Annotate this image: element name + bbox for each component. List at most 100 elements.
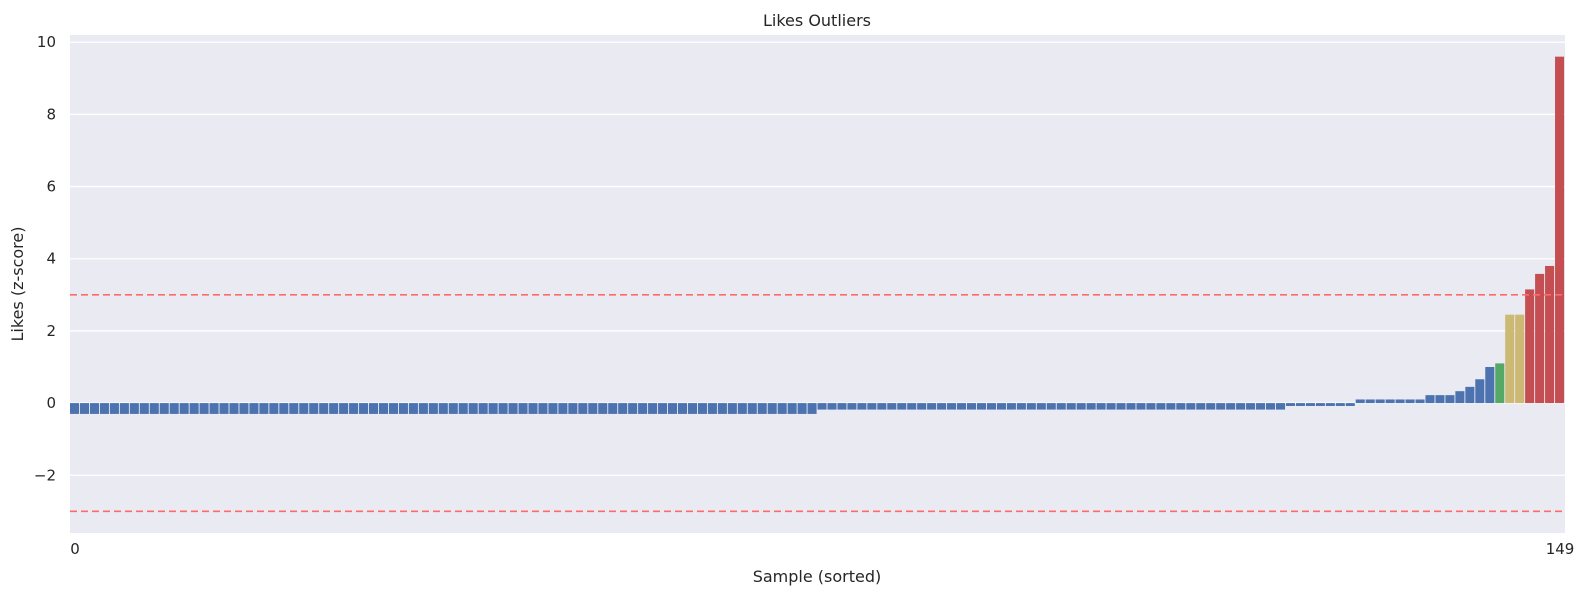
bar <box>538 403 548 414</box>
bar <box>1186 403 1196 410</box>
bar <box>428 403 438 414</box>
outlier-bar <box>1545 265 1555 404</box>
bar <box>1495 363 1505 404</box>
bar <box>279 403 289 414</box>
bar <box>1275 403 1286 410</box>
x-axis-title: Sample (sorted) <box>753 567 882 586</box>
y-tick-label: −2 <box>34 466 56 484</box>
bar <box>638 403 648 414</box>
bar <box>697 403 707 414</box>
outlier-bar <box>1535 273 1545 404</box>
bar <box>747 403 757 414</box>
y-axis-title: Likes (z-score) <box>8 227 27 342</box>
bar <box>349 403 359 414</box>
bar <box>289 403 299 414</box>
outlier-bar <box>1525 289 1535 404</box>
bar <box>109 403 119 414</box>
bar <box>219 403 229 414</box>
bar <box>129 403 139 414</box>
bar <box>189 403 199 414</box>
bar <box>1036 403 1046 410</box>
bar <box>269 403 279 414</box>
bar <box>568 403 578 414</box>
bar <box>1455 391 1465 404</box>
bar <box>1056 403 1066 410</box>
bar <box>159 403 169 414</box>
bar <box>1515 314 1525 404</box>
bar <box>329 403 339 414</box>
bar <box>79 403 90 414</box>
bar <box>737 403 747 414</box>
bar <box>1006 403 1016 410</box>
bar <box>867 403 877 410</box>
bar <box>668 403 678 414</box>
y-tick-label: 2 <box>46 322 56 340</box>
bar <box>887 403 897 410</box>
bar <box>1226 403 1236 410</box>
bar <box>817 403 827 410</box>
bar <box>927 403 937 410</box>
bar <box>1156 403 1166 410</box>
y-tick-label: 8 <box>46 105 56 123</box>
bar <box>1345 403 1355 406</box>
y-tick-label: 6 <box>46 178 56 196</box>
x-tick-label: 0 <box>70 540 80 558</box>
bar <box>807 403 817 414</box>
bar <box>1206 403 1216 410</box>
bar <box>658 403 668 414</box>
bar <box>319 403 329 414</box>
bar <box>717 403 727 414</box>
bar <box>877 403 887 410</box>
x-tick-label: 149 <box>1546 540 1575 558</box>
bar <box>1216 403 1226 410</box>
chart-title: Likes Outliers <box>763 11 871 30</box>
bar <box>89 403 99 414</box>
bar <box>468 403 478 414</box>
bar <box>976 403 987 410</box>
bar <box>498 403 508 414</box>
bar <box>986 403 996 410</box>
bar <box>388 403 398 414</box>
bar <box>1505 314 1515 404</box>
bar <box>1465 386 1475 404</box>
bar <box>339 403 349 414</box>
bar <box>1365 399 1375 404</box>
bar <box>1355 399 1365 404</box>
bar <box>837 403 847 410</box>
bar <box>847 403 857 410</box>
bar <box>149 403 159 414</box>
bar <box>1166 403 1176 410</box>
bar <box>707 403 717 414</box>
bar <box>608 403 618 414</box>
bar <box>259 403 269 414</box>
bar <box>299 403 309 414</box>
bar <box>757 403 767 414</box>
bar <box>777 403 787 414</box>
bar <box>1126 403 1136 410</box>
bar <box>1375 399 1385 404</box>
bar <box>1266 403 1276 410</box>
bar <box>827 403 837 410</box>
bar <box>967 403 977 410</box>
bar <box>179 403 189 414</box>
bar <box>438 403 448 414</box>
bar <box>1425 395 1435 404</box>
bar <box>947 403 957 410</box>
bar <box>787 403 797 414</box>
bar <box>1415 399 1425 404</box>
bar <box>677 403 688 414</box>
bar <box>1385 399 1395 404</box>
threshold-lines <box>70 294 1565 513</box>
bar <box>1246 403 1256 410</box>
bar <box>1485 367 1495 404</box>
bar <box>488 403 498 414</box>
bar <box>378 403 389 414</box>
bar <box>139 403 149 414</box>
bar <box>1106 403 1116 410</box>
bar <box>518 403 528 414</box>
bar <box>558 403 568 414</box>
y-tick-label: 4 <box>46 250 56 268</box>
bar <box>618 403 628 414</box>
bar <box>169 403 179 414</box>
